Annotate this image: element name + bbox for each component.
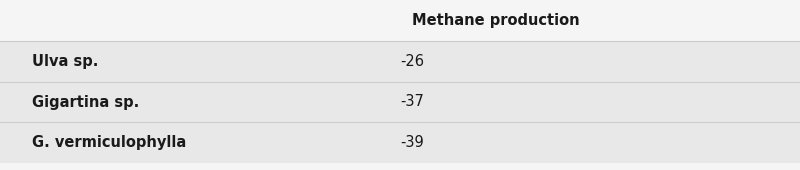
Bar	[0, 41, 800, 82]
Text: Methane production: Methane production	[412, 13, 580, 28]
Bar	[0, 0, 800, 41]
Text: -37: -37	[400, 95, 424, 109]
Text: -39: -39	[400, 135, 424, 150]
Bar	[0, 122, 800, 163]
Bar	[0, 82, 800, 122]
Text: Gigartina sp.: Gigartina sp.	[32, 95, 139, 109]
Text: -26: -26	[400, 54, 424, 69]
Bar	[0, 163, 800, 170]
Text: Ulva sp.: Ulva sp.	[32, 54, 98, 69]
Text: G. vermiculophylla: G. vermiculophylla	[32, 135, 186, 150]
